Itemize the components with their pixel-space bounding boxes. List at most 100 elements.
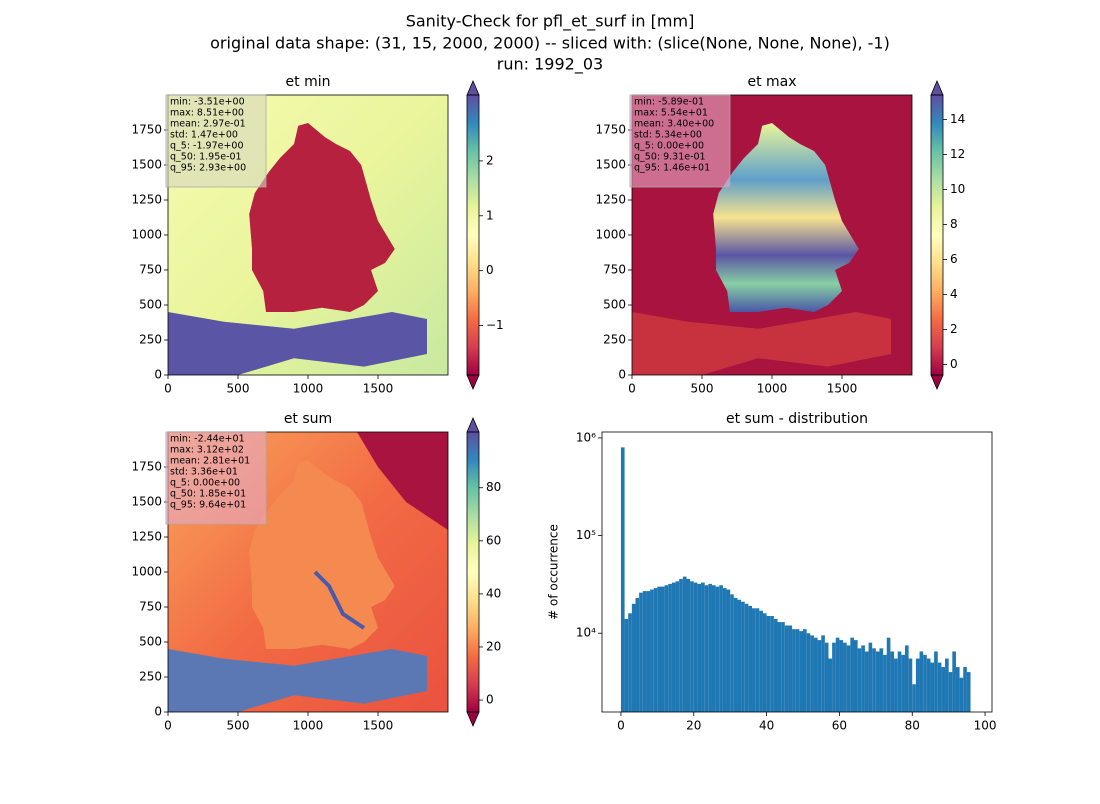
x-tick-label: 500 <box>227 382 250 396</box>
bar <box>930 662 935 712</box>
bar <box>781 622 785 712</box>
x-tick-label: 20 <box>686 719 701 733</box>
axes-title: et sum <box>284 411 332 427</box>
bar <box>690 581 694 712</box>
bar <box>890 651 895 712</box>
bar <box>948 672 953 712</box>
bar <box>664 585 669 712</box>
x-tick-label: 1500 <box>363 382 394 396</box>
bar <box>660 586 665 712</box>
colorbar-extend <box>466 374 480 391</box>
bar <box>872 648 876 712</box>
stats-line: std: 3.36e+01 <box>170 467 238 478</box>
bar <box>675 581 680 712</box>
bar <box>642 591 647 712</box>
y-tick-label: 0 <box>618 368 626 382</box>
y-tick-label: 750 <box>139 263 162 277</box>
bar <box>886 637 891 712</box>
bar <box>639 592 643 712</box>
stats-line: q_95: 9.64e+01 <box>170 500 246 511</box>
y-axis-label: # of occurrence <box>547 524 561 620</box>
colorbar-tick-label: 14 <box>950 112 965 126</box>
bar <box>620 447 625 712</box>
stats-line: q_50: 1.95e-01 <box>170 152 242 163</box>
bar <box>635 597 640 712</box>
x-tick-label: 60 <box>832 719 847 733</box>
stats-line: q_5: 0.00e+00 <box>634 141 704 152</box>
bar <box>708 583 712 712</box>
y-tick-label: 500 <box>603 298 626 312</box>
stats-line: mean: 2.81e+01 <box>170 456 250 467</box>
bar <box>934 651 938 712</box>
colorbar-tick-label: 80 <box>486 480 501 494</box>
bar <box>752 608 756 712</box>
bar <box>923 654 927 712</box>
x-tick-label: 1000 <box>293 382 324 396</box>
stats-box <box>165 94 267 188</box>
suptitle: original data shape: (31, 15, 2000, 2000… <box>210 34 890 53</box>
suptitle: Sanity-Check for pfl_et_surf in [mm] <box>406 12 695 32</box>
y-tick-label: 250 <box>139 333 162 347</box>
bar <box>799 631 804 712</box>
stats-line: min: -3.51e+00 <box>170 97 245 108</box>
bar <box>631 603 636 712</box>
frame <box>930 94 944 376</box>
bar <box>810 635 814 712</box>
x-tick-label: 0 <box>617 719 625 733</box>
x-tick-label: 0 <box>164 719 172 733</box>
colorbar-tick-label: 20 <box>486 639 501 653</box>
x-tick-label: 500 <box>691 382 714 396</box>
y-tick-label: 1000 <box>595 228 626 242</box>
map-region <box>249 123 395 312</box>
y-tick-label: 1500 <box>131 158 162 172</box>
bar <box>868 642 873 712</box>
x-tick-label: 100 <box>974 719 997 733</box>
bar <box>777 622 782 712</box>
bar <box>755 608 760 712</box>
frame <box>601 431 993 713</box>
bar <box>766 616 771 712</box>
bar <box>821 635 825 712</box>
stats-line: mean: 3.40e+00 <box>634 119 714 130</box>
bar <box>912 684 916 712</box>
bar <box>843 642 847 712</box>
stats-line: q_50: 9.31e-01 <box>634 152 706 163</box>
stats-line: q_5: -1.97e+00 <box>170 141 244 152</box>
y-tick-label: 0 <box>154 368 162 382</box>
bar <box>686 578 691 712</box>
y-tick-label: 1000 <box>131 565 162 579</box>
y-tick-label: 250 <box>603 333 626 347</box>
bar <box>624 618 629 712</box>
bar <box>853 640 858 712</box>
bar <box>748 605 753 712</box>
bar <box>679 578 683 712</box>
bar <box>711 585 716 712</box>
bar <box>828 658 833 712</box>
frame <box>466 94 480 376</box>
bar <box>650 589 654 712</box>
stats-line: std: 1.47e+00 <box>170 130 238 141</box>
bar <box>733 597 738 712</box>
stats-line: q_95: 1.46e+01 <box>634 163 710 174</box>
bar <box>850 637 854 712</box>
colorbar-tick-label: −1 <box>486 318 504 332</box>
y-tick-label: 1250 <box>131 193 162 207</box>
colorbar-tick-label: 2 <box>950 322 958 336</box>
colorbar <box>467 95 479 375</box>
y-tick-label: 10⁴ <box>576 626 596 640</box>
bar <box>722 588 727 712</box>
y-tick-label: 0 <box>154 705 162 719</box>
colorbar-extend <box>466 79 480 96</box>
y-tick-label: 1750 <box>131 460 162 474</box>
y-tick-label: 1500 <box>595 158 626 172</box>
bar <box>955 667 960 712</box>
x-tick-label: 1500 <box>827 382 858 396</box>
bar <box>671 582 676 712</box>
colorbar-tick-label: 0 <box>486 263 494 277</box>
bar <box>835 637 840 712</box>
stats-line: max: 8.51e+00 <box>170 108 244 119</box>
bar <box>759 610 763 712</box>
bar <box>875 651 880 712</box>
colorbar-tick-label: 4 <box>950 287 958 301</box>
bar <box>730 594 734 712</box>
